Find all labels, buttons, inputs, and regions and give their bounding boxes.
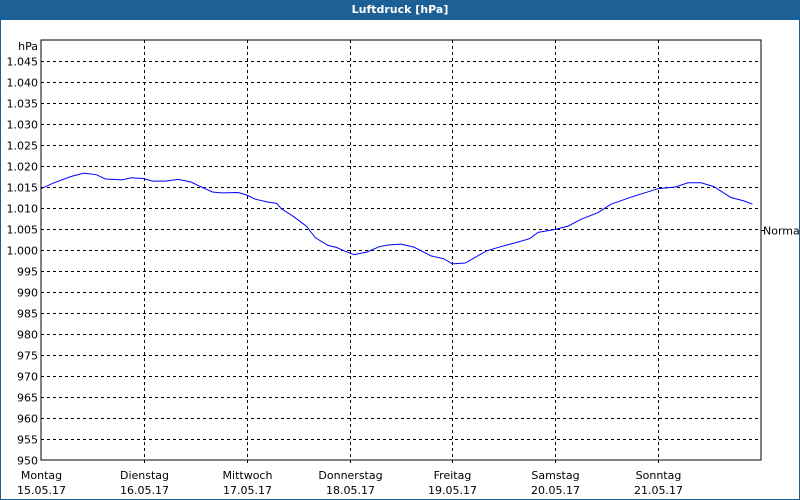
y-tick-label: 1.020: [7, 161, 39, 174]
y-tick-label: 1.030: [7, 119, 39, 132]
x-tick-day: Montag: [21, 469, 62, 482]
x-tick-day: Dienstag: [120, 469, 169, 482]
y-tick-label: 1.040: [7, 77, 39, 90]
x-tick-day: Freitag: [434, 469, 472, 482]
pressure-line: [40, 172, 753, 265]
x-tick-date: 16.05.17: [120, 484, 169, 497]
y-tick-label: 965: [17, 392, 38, 405]
y-tick-label: 975: [17, 350, 38, 363]
y-tick-label: 995: [17, 266, 38, 279]
x-tick-day: Mittwoch: [223, 469, 273, 482]
y-tick-label: 955: [17, 434, 38, 447]
y-tick-label: 1.015: [7, 182, 39, 195]
y-tick-label: 1.005: [7, 224, 39, 237]
y-tick-label: 970: [17, 371, 38, 384]
x-tick-date: 19.05.17: [428, 484, 477, 497]
y-tick-label: 950: [17, 455, 38, 468]
y-tick-label: 1.010: [7, 203, 39, 216]
x-tick-date: 20.05.17: [531, 484, 580, 497]
y-tick-label: 960: [17, 413, 38, 426]
x-tick-date: 15.05.17: [17, 484, 66, 497]
y-axis-unit-label: hPa: [18, 40, 38, 53]
x-tick-day: Donnerstag: [318, 469, 382, 482]
y-tick-label: 1.045: [7, 56, 39, 69]
x-tick-date: 18.05.17: [326, 484, 375, 497]
window-title: Luftdruck [hPa]: [0, 0, 800, 20]
y-tick-label: 980: [17, 329, 38, 342]
plot-frame: [40, 39, 762, 461]
normal-label: Normal: [763, 225, 800, 238]
x-tick-date: 17.05.17: [223, 484, 272, 497]
x-tick-day: Sonntag: [636, 469, 682, 482]
y-tick-label: 1.000: [7, 245, 39, 258]
y-tick-label: 990: [17, 287, 38, 300]
y-tick-label: 985: [17, 308, 38, 321]
x-tick-day: Samstag: [531, 469, 579, 482]
x-tick-date: 21.05.17: [634, 484, 683, 497]
y-tick-label: 1.025: [7, 140, 39, 153]
y-tick-label: 1.035: [7, 98, 39, 111]
